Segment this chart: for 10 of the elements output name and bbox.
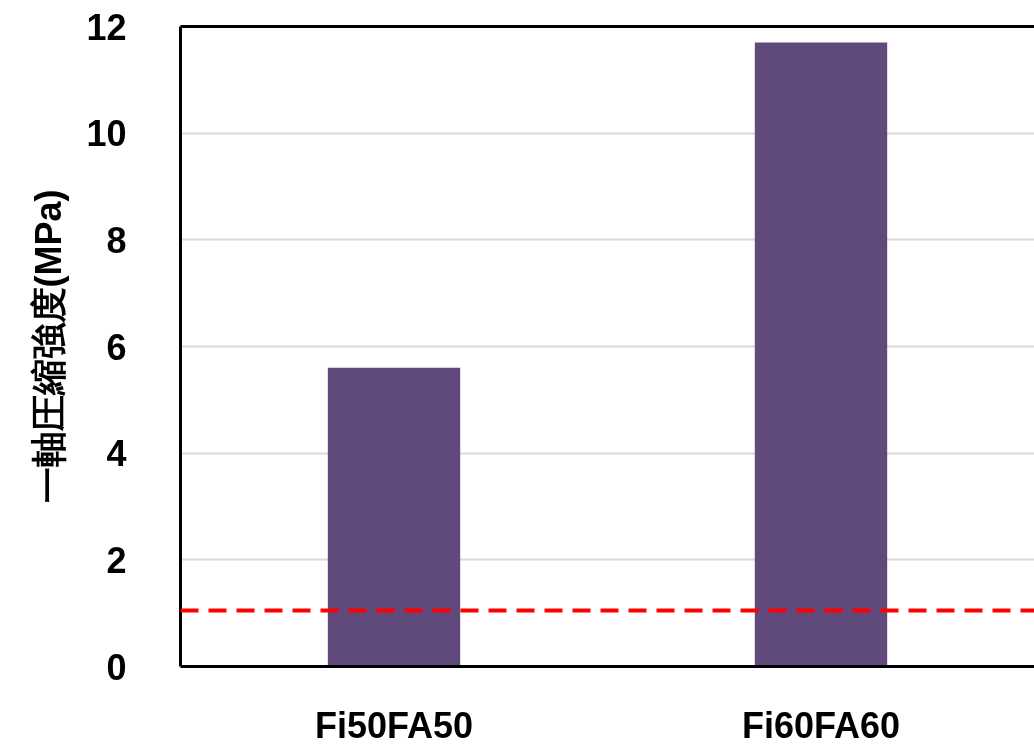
y-tick-label: 0	[106, 646, 127, 688]
y-axis-title: 一軸圧縮強度(MPa)	[28, 189, 70, 504]
y-tick-label: 10	[86, 113, 127, 155]
y-tick-label: 8	[106, 219, 127, 261]
y-tick-label: 4	[106, 433, 127, 475]
y-tick-label: 6	[106, 326, 127, 368]
x-tick-label: Fi50FA50	[314, 704, 474, 746]
x-tick-label: Fi60FA60	[741, 704, 901, 746]
y-tick-label: 12	[86, 6, 127, 48]
y-tick-label: 2	[106, 539, 127, 581]
